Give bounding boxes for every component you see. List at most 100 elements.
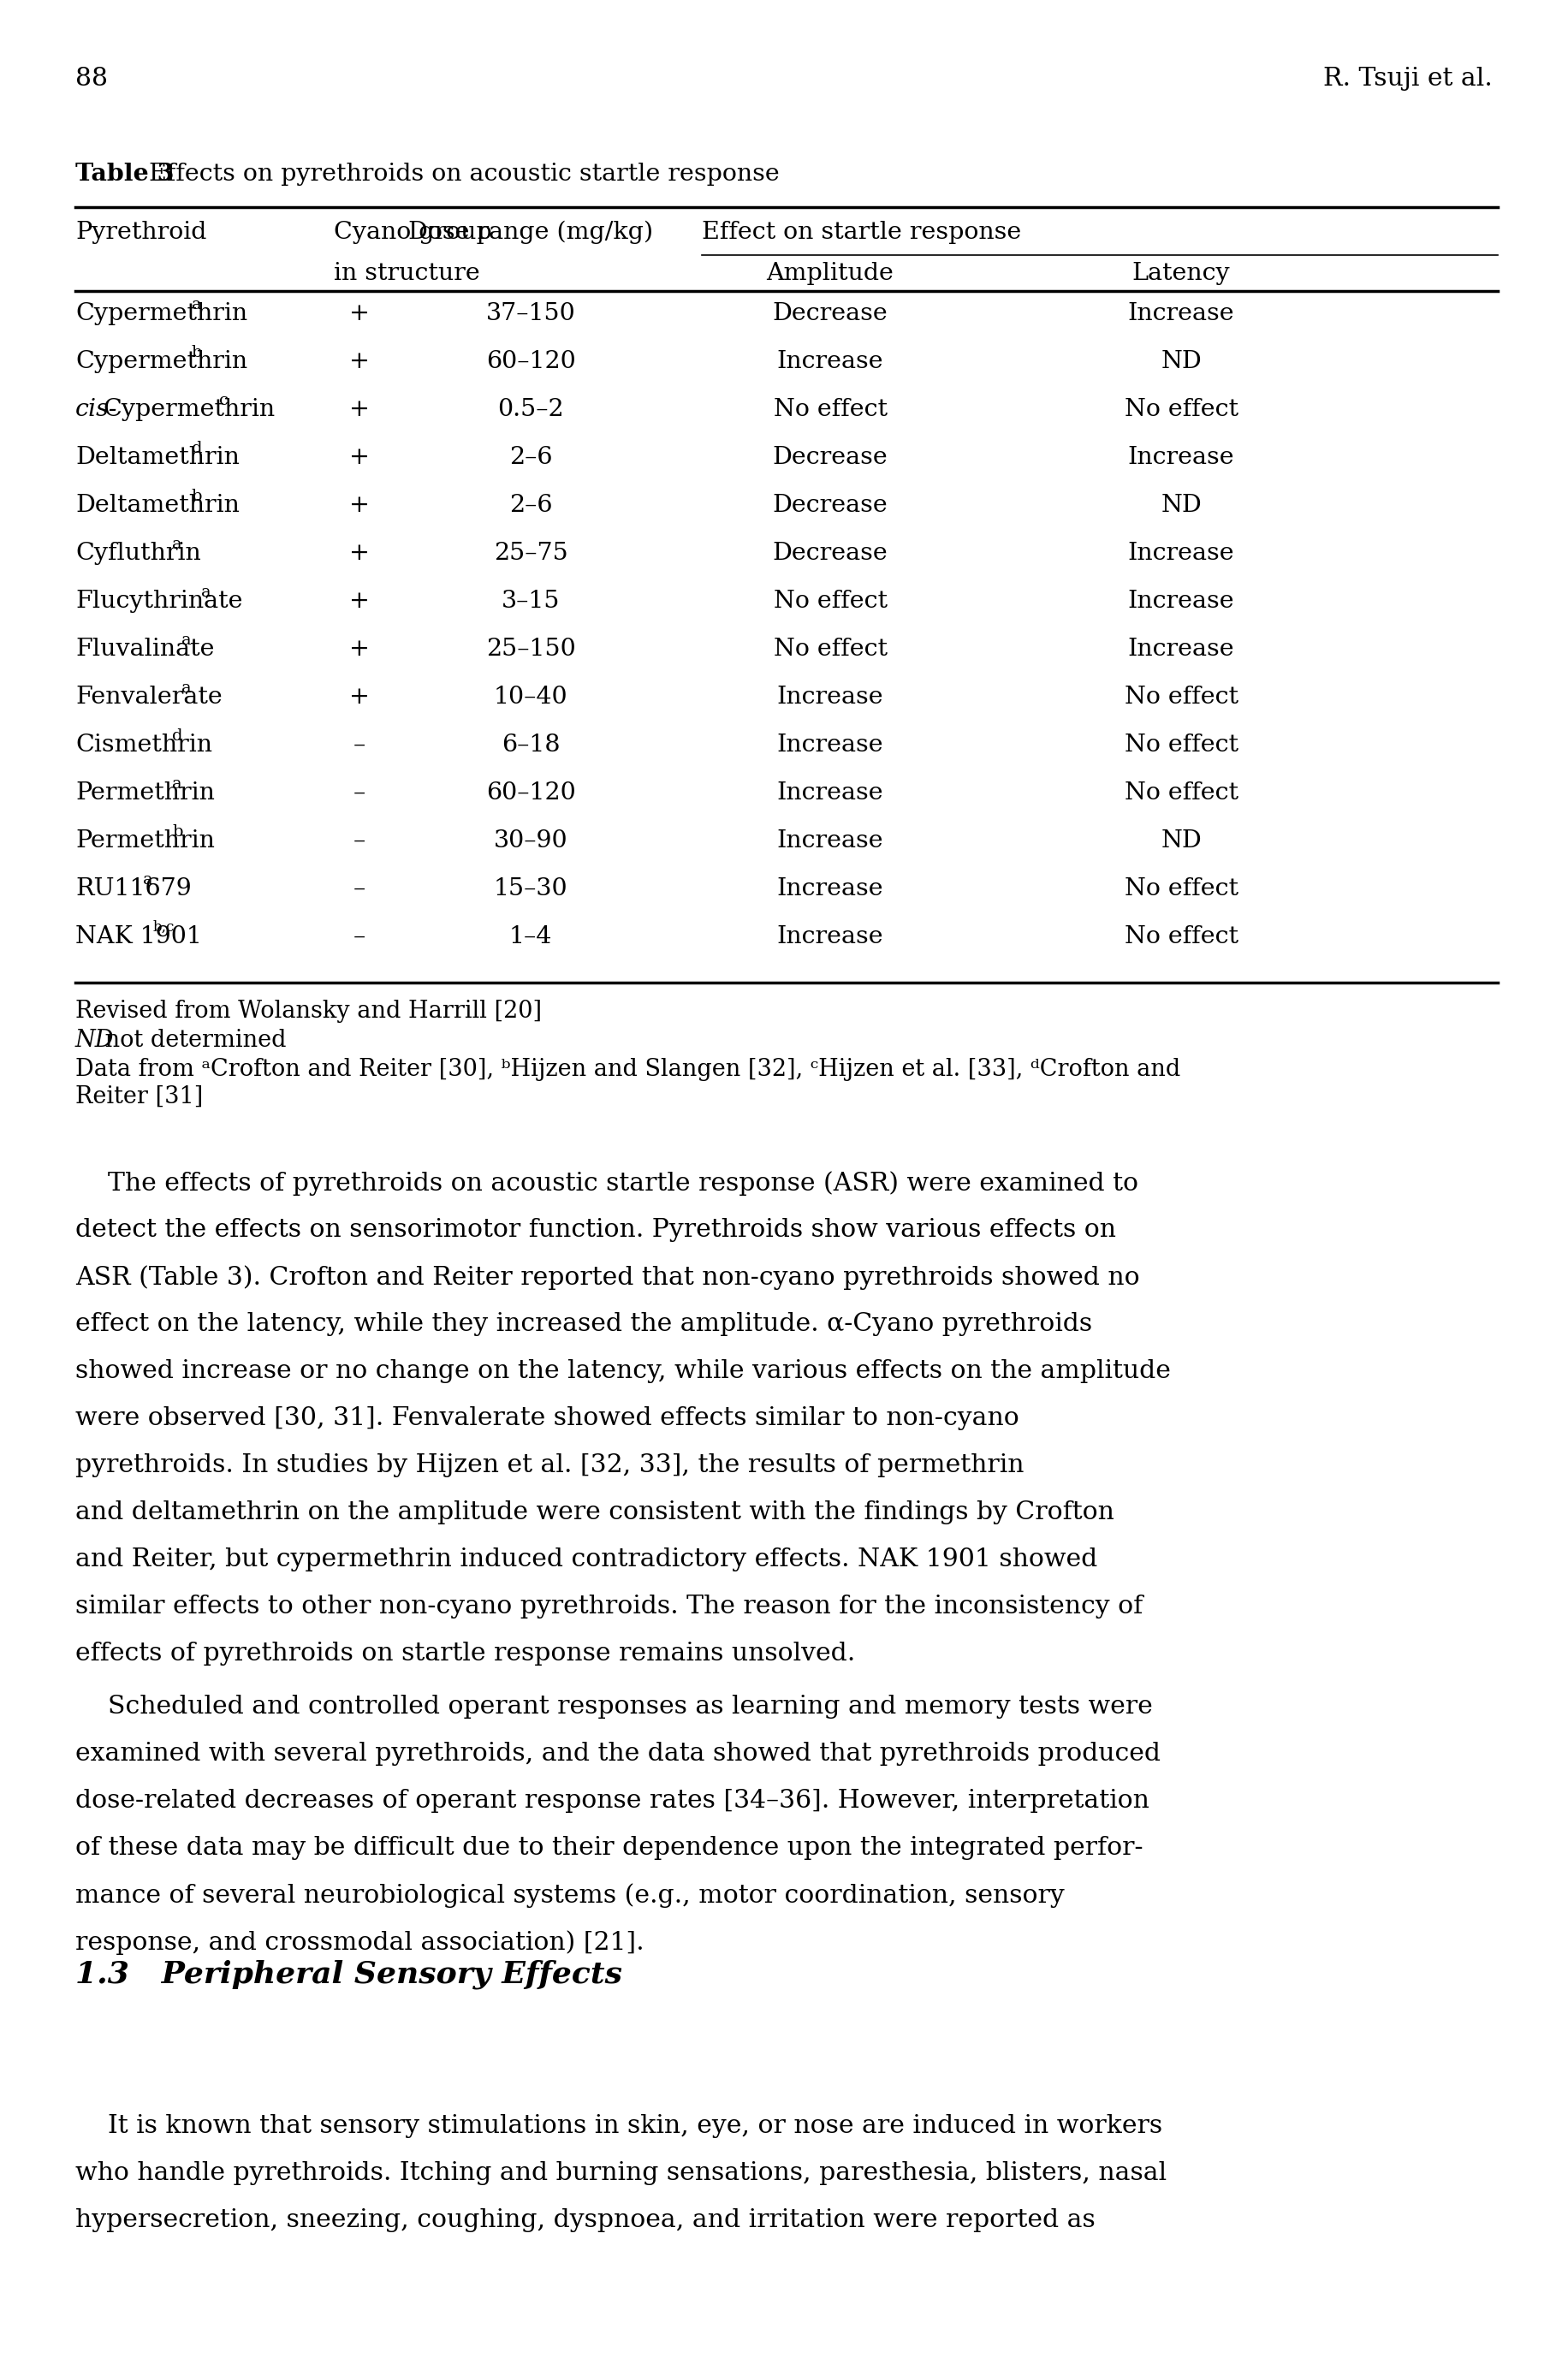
- Text: b: b: [191, 345, 202, 361]
- Text: 30–90: 30–90: [494, 829, 568, 853]
- Text: NAK 1901: NAK 1901: [75, 924, 202, 948]
- Text: Fenvalerate: Fenvalerate: [75, 687, 223, 708]
- Text: a: a: [201, 584, 212, 601]
- Text: Cyfluthrin: Cyfluthrin: [75, 542, 201, 565]
- Text: Increase: Increase: [776, 924, 883, 948]
- Text: d: d: [191, 442, 202, 456]
- Text: Decrease: Decrease: [773, 494, 887, 518]
- Text: d: d: [172, 729, 183, 744]
- Text: 2–6: 2–6: [510, 447, 552, 468]
- Text: No effect: No effect: [773, 637, 887, 661]
- Text: Pyrethroid: Pyrethroid: [75, 221, 207, 245]
- Text: were observed [30, 31]. Fenvalerate showed effects similar to non-cyano: were observed [30, 31]. Fenvalerate show…: [75, 1407, 1019, 1430]
- Text: 0.5–2: 0.5–2: [497, 399, 564, 421]
- Text: No effect: No effect: [773, 589, 887, 613]
- Text: +: +: [350, 542, 370, 565]
- Text: mance of several neurobiological systems (e.g., motor coordination, sensory: mance of several neurobiological systems…: [75, 1884, 1065, 1908]
- Text: a: a: [182, 632, 191, 649]
- Text: b: b: [191, 489, 202, 504]
- Text: Increase: Increase: [1127, 637, 1234, 661]
- Text: +: +: [350, 589, 370, 613]
- Text: Increase: Increase: [1127, 542, 1234, 565]
- Text: Cypermethrin: Cypermethrin: [103, 399, 274, 421]
- Text: The effects of pyrethroids on acoustic startle response (ASR) were examined to: The effects of pyrethroids on acoustic s…: [75, 1171, 1138, 1195]
- Text: Permethrin: Permethrin: [75, 782, 215, 805]
- Text: a: a: [191, 297, 201, 311]
- Text: response, and crossmodal association) [21].: response, and crossmodal association) [2…: [75, 1929, 644, 1955]
- Text: 88: 88: [75, 67, 108, 90]
- Text: Dose range (mg/kg): Dose range (mg/kg): [408, 221, 654, 245]
- Text: Scheduled and controlled operant responses as learning and memory tests were: Scheduled and controlled operant respons…: [75, 1694, 1152, 1718]
- Text: +: +: [350, 349, 370, 373]
- Text: +: +: [350, 687, 370, 708]
- Text: 2–6: 2–6: [510, 494, 552, 518]
- Text: a: a: [172, 777, 182, 791]
- Text: a: a: [182, 680, 191, 696]
- Text: Cismethrin: Cismethrin: [75, 734, 212, 756]
- Text: ND: ND: [1160, 349, 1201, 373]
- Text: Reiter [31]: Reiter [31]: [75, 1086, 204, 1107]
- Text: –: –: [353, 829, 365, 853]
- Text: hypersecretion, sneezing, coughing, dyspnoea, and irritation were reported as: hypersecretion, sneezing, coughing, dysp…: [75, 2207, 1096, 2231]
- Text: Fluvalinate: Fluvalinate: [75, 637, 215, 661]
- Text: 10–40: 10–40: [494, 687, 568, 708]
- Text: R. Tsuji et al.: R. Tsuji et al.: [1323, 67, 1493, 90]
- Text: 3–15: 3–15: [502, 589, 560, 613]
- Text: Permethrin: Permethrin: [75, 829, 215, 853]
- Text: +: +: [350, 302, 370, 326]
- Text: b,c: b,c: [152, 920, 174, 934]
- Text: effects of pyrethroids on startle response remains unsolved.: effects of pyrethroids on startle respon…: [75, 1642, 855, 1666]
- Text: ASR (Table 3). Crofton and Reiter reported that non-cyano pyrethroids showed no: ASR (Table 3). Crofton and Reiter report…: [75, 1264, 1140, 1290]
- Text: 1.3   Peripheral Sensory Effects: 1.3 Peripheral Sensory Effects: [75, 1960, 622, 1989]
- Text: Increase: Increase: [776, 782, 883, 805]
- Text: not determined: not determined: [97, 1029, 287, 1053]
- Text: Increase: Increase: [776, 687, 883, 708]
- Text: Deltamethrin: Deltamethrin: [75, 494, 240, 518]
- Text: showed increase or no change on the latency, while various effects on the amplit: showed increase or no change on the late…: [75, 1359, 1171, 1383]
- Text: pyrethroids. In studies by Hijzen et al. [32, 33], the results of permethrin: pyrethroids. In studies by Hijzen et al.…: [75, 1454, 1024, 1478]
- Text: 25–150: 25–150: [486, 637, 575, 661]
- Text: Increase: Increase: [776, 829, 883, 853]
- Text: +: +: [350, 494, 370, 518]
- Text: Flucythrinate: Flucythrinate: [75, 589, 243, 613]
- Text: –: –: [353, 877, 365, 901]
- Text: similar effects to other non-cyano pyrethroids. The reason for the inconsistency: similar effects to other non-cyano pyret…: [75, 1594, 1143, 1618]
- Text: Data from ᵃCrofton and Reiter [30], ᵇHijzen and Slangen [32], ᶜHijzen et al. [33: Data from ᵃCrofton and Reiter [30], ᵇHij…: [75, 1057, 1181, 1081]
- Text: No effect: No effect: [1124, 399, 1239, 421]
- Text: 25–75: 25–75: [494, 542, 568, 565]
- Text: 15–30: 15–30: [494, 877, 568, 901]
- Text: Effect on startle response: Effect on startle response: [702, 221, 1021, 245]
- Text: No effect: No effect: [1124, 687, 1239, 708]
- Text: effect on the latency, while they increased the amplitude. α-Cyano pyrethroids: effect on the latency, while they increa…: [75, 1312, 1093, 1335]
- Text: who handle pyrethroids. Itching and burning sensations, paresthesia, blisters, n: who handle pyrethroids. Itching and burn…: [75, 2162, 1167, 2186]
- Text: ND: ND: [1160, 829, 1201, 853]
- Text: +: +: [350, 399, 370, 421]
- Text: No effect: No effect: [773, 399, 887, 421]
- Text: No effect: No effect: [1124, 924, 1239, 948]
- Text: No effect: No effect: [1124, 782, 1239, 805]
- Text: detect the effects on sensorimotor function. Pyrethroids show various effects on: detect the effects on sensorimotor funct…: [75, 1219, 1116, 1243]
- Text: and Reiter, but cypermethrin induced contradictory effects. NAK 1901 showed: and Reiter, but cypermethrin induced con…: [75, 1547, 1098, 1571]
- Text: Increase: Increase: [776, 877, 883, 901]
- Text: No effect: No effect: [1124, 877, 1239, 901]
- Text: –: –: [353, 924, 365, 948]
- Text: Amplitude: Amplitude: [767, 261, 894, 285]
- Text: b: b: [172, 824, 183, 839]
- Text: a: a: [172, 537, 182, 551]
- Text: Increase: Increase: [776, 734, 883, 756]
- Text: Revised from Wolansky and Harrill [20]: Revised from Wolansky and Harrill [20]: [75, 1000, 543, 1022]
- Text: cis-: cis-: [75, 399, 118, 421]
- Text: of these data may be difficult due to their dependence upon the integrated perfo: of these data may be difficult due to th…: [75, 1837, 1143, 1860]
- Text: 60–120: 60–120: [486, 349, 575, 373]
- Text: Table 3: Table 3: [75, 162, 174, 185]
- Text: Latency: Latency: [1132, 261, 1231, 285]
- Text: Cyano group: Cyano group: [334, 221, 492, 245]
- Text: Increase: Increase: [1127, 589, 1234, 613]
- Text: Cypermethrin: Cypermethrin: [75, 302, 248, 326]
- Text: Decrease: Decrease: [773, 302, 887, 326]
- Text: in structure: in structure: [334, 261, 480, 285]
- Text: Cypermethrin: Cypermethrin: [75, 349, 248, 373]
- Text: 37–150: 37–150: [486, 302, 575, 326]
- Text: Decrease: Decrease: [773, 542, 887, 565]
- Text: and deltamethrin on the amplitude were consistent with the findings by Crofton: and deltamethrin on the amplitude were c…: [75, 1499, 1115, 1525]
